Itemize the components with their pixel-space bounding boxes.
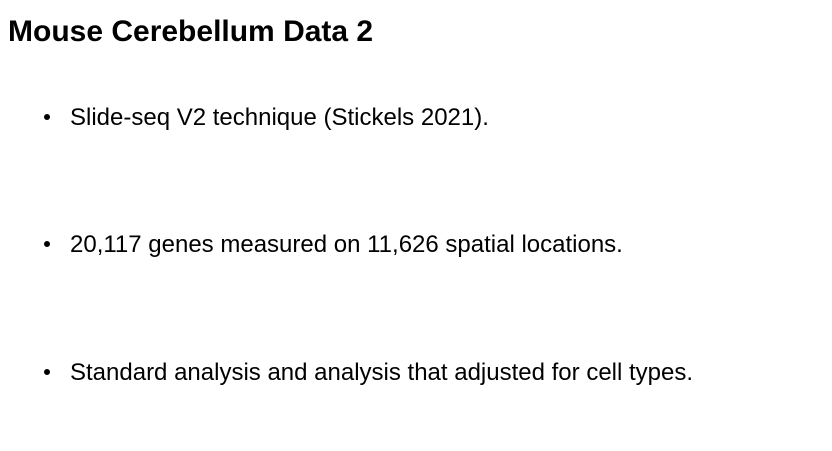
bullet-item: Standard analysis and analysis that adju… [44,356,693,390]
bullet-dot-icon [44,368,50,375]
bullet-item: Slide-seq V2 technique (Stickels 2021). [44,101,489,135]
bullet-text: Slide-seq V2 technique (Stickels 2021). [70,104,489,131]
slide-title: Mouse Cerebellum Data 2 [8,15,374,48]
bullet-dot-icon [44,113,50,120]
bullet-text: 20,117 genes measured on 11,626 spatial … [70,231,623,258]
bullet-dot-icon [44,240,50,247]
bullet-item: 20,117 genes measured on 11,626 spatial … [44,228,623,262]
bullet-text: Standard analysis and analysis that adju… [70,359,694,386]
